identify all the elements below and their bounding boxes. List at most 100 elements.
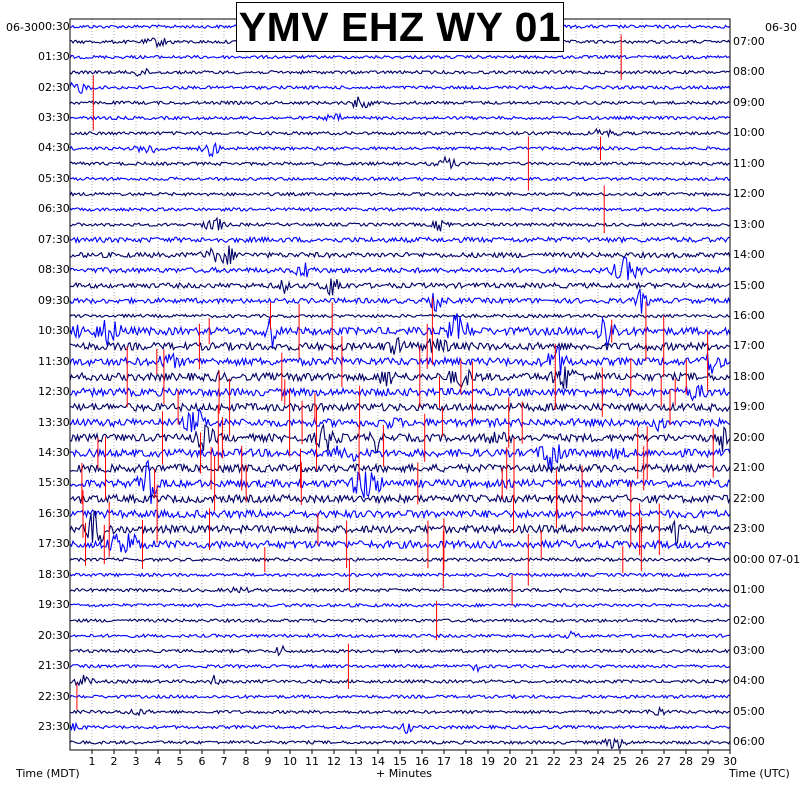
trace-row [69, 444, 731, 471]
trace-row [69, 191, 731, 197]
trace-row [69, 462, 731, 474]
y-tick-label-left: 14:30 [38, 446, 70, 460]
x-tick-label: 19 [481, 755, 495, 768]
y-tick-label-left: 21:30 [38, 659, 70, 673]
trace-row [69, 235, 731, 244]
y-tick-label-left: 16:30 [38, 506, 70, 520]
trace-row [69, 112, 731, 123]
y-tick-label-left: 13:30 [38, 415, 70, 429]
trace-row [69, 737, 731, 750]
x-tick-label: 20 [503, 755, 517, 768]
x-tick-label: 26 [635, 755, 649, 768]
x-tick-label: 4 [154, 755, 162, 768]
y-tick-label-left: 23:30 [38, 720, 70, 734]
y-tick-label-left: 22:30 [38, 689, 70, 703]
trace-row [69, 216, 731, 232]
x-tick-label: 6 [198, 755, 206, 768]
y-tick-label-left: 09:30 [38, 293, 70, 307]
trace-row [69, 345, 731, 376]
trace-row [69, 384, 731, 402]
trace-row [69, 141, 731, 158]
y-tick-label-left: 00:30 [38, 19, 70, 33]
y-tick-label-right: 10:00 [733, 126, 765, 140]
trace-row [69, 663, 731, 674]
title-box: YMV EHZ WY 01 [236, 2, 564, 52]
trace-row [69, 459, 731, 505]
trace-row [69, 155, 731, 170]
x-tick-label: 16 [415, 755, 429, 768]
trace-row [69, 674, 731, 687]
x-tick-label: 17 [437, 755, 451, 768]
x-tick-label: 29 [701, 755, 715, 768]
y-tick-label-right: 14:00 [733, 248, 765, 262]
x-tick-label: 1 [88, 755, 96, 768]
y-tick-label-left: 07:30 [38, 232, 70, 246]
y-tick-label-right: 07:00 [733, 34, 765, 48]
y-tick-label-right: 02:00 [733, 613, 765, 627]
x-tick-label: 27 [657, 755, 671, 768]
x-tick-label: 25 [613, 755, 627, 768]
trace-row [69, 257, 731, 281]
y-tick-label-right: 20:00 [733, 430, 765, 444]
y-tick-label-left: 15:30 [38, 476, 70, 490]
y-tick-label-right: 18:00 [733, 369, 765, 383]
trace-row [69, 508, 731, 520]
y-tick-label-right: 11:00 [733, 156, 765, 170]
x-tick-label: 10 [283, 755, 297, 768]
x-tick-label: 12 [327, 755, 341, 768]
y-tick-label-right: 21:00 [733, 461, 765, 475]
trace-row [69, 532, 731, 554]
trace-row [69, 721, 731, 735]
y-tick-label-right: 19:00 [733, 400, 765, 414]
trace-row [69, 81, 731, 94]
x-tick-label: 11 [305, 755, 319, 768]
x-tick-label: 24 [591, 755, 605, 768]
trace-row [69, 176, 731, 182]
spike-group [76, 34, 714, 710]
y-tick-label-right: 06:00 [733, 735, 765, 749]
y-tick-label-left: 02:30 [38, 80, 70, 94]
y-tick-label-left: 01:30 [38, 50, 70, 64]
y-tick-label-right: 17:00 [733, 339, 765, 353]
y-tick-label-left: 17:30 [38, 537, 70, 551]
x-tick-label: 15 [393, 755, 407, 768]
y-tick-label-right: 12:00 [733, 187, 765, 201]
x-axis-label: + Minutes [376, 767, 433, 780]
trace-row [69, 693, 731, 700]
trace-row [69, 245, 731, 265]
grid-lines [91, 19, 709, 750]
trace-row [69, 572, 731, 578]
y-tick-label-right: 15:00 [733, 278, 765, 292]
trace-row [69, 67, 731, 77]
trace-row [69, 337, 730, 355]
trace-row [69, 423, 731, 455]
y-tick-label-right: 16:00 [733, 308, 765, 322]
y-tick-label-left: 03:30 [38, 110, 70, 124]
trace-row [69, 313, 731, 348]
trace-row [69, 630, 731, 639]
x-tick-label: 21 [525, 755, 539, 768]
y-tick-label-right: 23:00 [733, 522, 765, 536]
x-tick-label: 5 [176, 755, 184, 768]
left-axis-label: Time (MDT) [16, 767, 80, 780]
x-tick-label: 18 [459, 755, 473, 768]
trace-row [69, 557, 731, 563]
x-tick-label: 28 [679, 755, 693, 768]
y-tick-label-left: 04:30 [38, 141, 70, 155]
y-tick-label-left: 05:30 [38, 171, 70, 185]
y-tick-label-left: 12:30 [38, 385, 70, 399]
trace-row [69, 408, 731, 433]
x-tick-label: 22 [547, 755, 561, 768]
y-tick-label-left: 06:30 [38, 202, 70, 216]
chart-title: YMV EHZ WY 01 [238, 3, 562, 50]
right-date-label: 06-30 [765, 21, 797, 34]
x-tick-label: 8 [242, 755, 250, 768]
x-tick-label: 9 [264, 755, 272, 768]
left-date-label: 06-30 [6, 21, 38, 34]
trace-row [69, 510, 731, 547]
trace-row [69, 206, 731, 212]
x-tick-label: 30 [723, 755, 737, 768]
trace-group [69, 20, 731, 750]
y-tick-label-left: 08:30 [38, 263, 70, 277]
trace-row [69, 644, 731, 657]
